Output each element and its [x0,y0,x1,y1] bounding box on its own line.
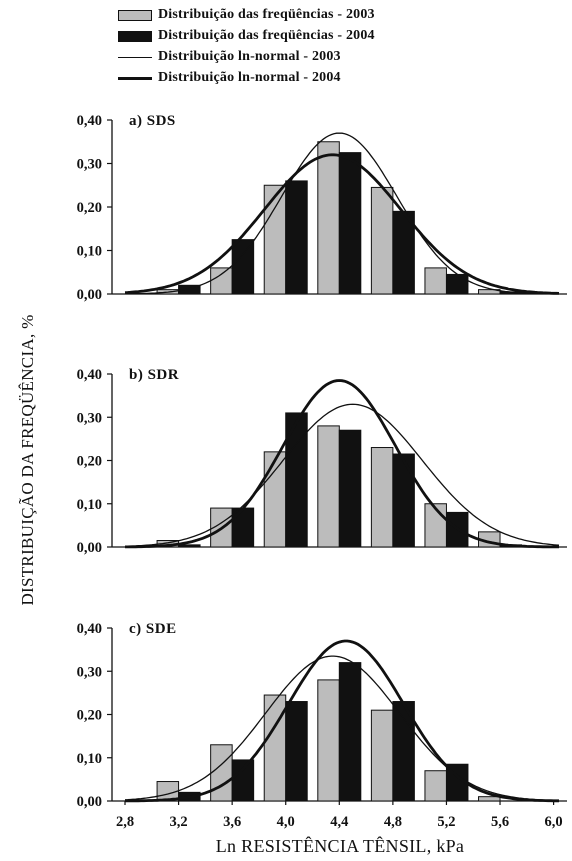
y-tick-label: 0,20 [77,708,102,724]
legend-item-lnnormal-2004: Distribuição ln-normal - 2004 [118,69,341,87]
y-tick-label: 0,10 [77,751,102,767]
legend-swatch-black-bar [118,30,152,42]
bar-freq-2004 [285,180,308,295]
y-tick-label: 0,00 [77,287,102,303]
bar-freq-2004 [231,239,255,295]
x-tick-label: 2,8 [116,814,134,830]
y-tick-label: 0,00 [77,540,102,556]
x-axis-label: Ln RESISTÊNCIA TÊNSIL, kPa [215,836,465,856]
legend-label: Distribuição das freqüências - 2004 [158,28,375,43]
bar-freq-2004 [338,662,362,802]
curve-lnnormal-2003 [124,655,559,802]
curve-lnnormal-2003 [124,403,560,547]
bar-freq-2004 [178,284,201,295]
legend-swatch-gray-bar [118,9,152,21]
panel-title: b) SDR [129,367,179,383]
y-tick-label: 0,00 [77,794,102,810]
y-tick-label: 0,40 [77,621,102,637]
curve-lnnormal-2003 [125,132,559,295]
legend-label: Distribuição das freqüências - 2003 [158,7,375,22]
bar-freq-2003 [263,184,287,295]
bar-freq-2003 [370,709,394,802]
chart-legend: Distribuição das freqüências - 2003 Dist… [118,6,558,96]
bar-freq-2003 [210,744,233,802]
y-tick-label: 0,40 [77,367,102,383]
curve-lnnormal-2004 [125,379,559,549]
x-tick-label: 4,4 [330,814,348,830]
panel-title: a) SDS [129,113,176,129]
x-tick-label: 3,6 [223,814,241,830]
y-tick-label: 0,30 [77,664,102,680]
x-tick-label: 3,2 [170,814,188,830]
x-tick-label: 5,6 [491,814,509,830]
bar-freq-2003 [317,141,340,295]
bar-freq-2004 [338,429,362,548]
bar-freq-2004 [285,701,308,802]
bar-freq-2003 [317,425,340,548]
legend-item-freq-2003: Distribuição das freqüências - 2003 [118,6,375,24]
bar-freq-2004 [178,544,201,548]
bar-freq-2003 [424,267,447,295]
bar-freq-2004 [338,152,362,295]
bar-freq-2004 [445,273,469,295]
y-tick-label: 0,20 [77,454,102,470]
x-tick-label: 6,0 [545,814,563,830]
bar-freq-2004 [231,759,255,802]
bar-freq-2003 [370,447,394,548]
x-tick-label: 4,0 [277,814,295,830]
legend-swatch-thin-line [118,57,152,58]
bar-freq-2003 [478,796,501,802]
panel-title: c) SDE [129,621,177,637]
legend-swatch-thick-line [118,77,152,80]
y-tick-label: 0,10 [77,244,102,260]
y-tick-label: 0,30 [77,410,102,426]
legend-item-freq-2004: Distribuição das freqüências - 2004 [118,27,375,45]
curve-lnnormal-2004 [124,153,560,295]
curve-lnnormal-2004 [125,639,559,803]
y-tick-label: 0,40 [77,113,102,129]
bar-freq-2004 [285,412,308,548]
bar-freq-2003 [210,267,233,295]
bar-freq-2003 [263,451,287,548]
y-tick-label: 0,20 [77,200,102,216]
x-tick-label: 5,2 [437,814,455,830]
x-tick-label: 4,8 [384,814,402,830]
bar-freq-2003 [424,770,447,802]
bar-freq-2003 [370,186,394,295]
y-tick-label: 0,30 [77,157,102,173]
legend-item-lnnormal-2003: Distribuição ln-normal - 2003 [118,48,341,66]
legend-label: Distribuição ln-normal - 2003 [158,49,341,64]
bar-freq-2003 [317,679,340,802]
bar-freq-2004 [231,507,255,548]
y-tick-label: 0,10 [77,497,102,513]
legend-label: Distribuição ln-normal - 2004 [158,70,341,85]
bar-freq-2004 [392,453,415,548]
